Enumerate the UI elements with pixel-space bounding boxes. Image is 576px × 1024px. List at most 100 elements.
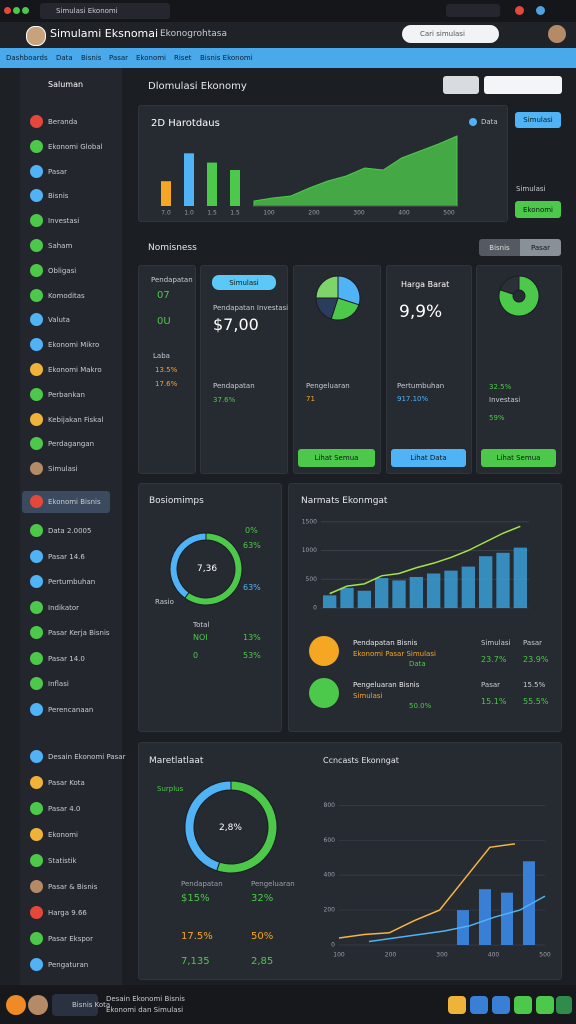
panel: Maretlatlaat Surplus 2,8% Pendapatan Peng… — [138, 742, 562, 980]
sidebar-item[interactable]: Pasar & Bisnis — [48, 883, 98, 891]
sidebar-item[interactable]: Statistik — [48, 857, 77, 865]
browser-bar: Simulasi Ekonomi — [0, 0, 576, 22]
y-tick-label: 500 — [306, 576, 318, 583]
item-icon — [30, 524, 43, 537]
nav-tab[interactable]: Bisnis Ekonomi — [200, 54, 253, 62]
sidebar-item[interactable]: Data 2.0005 — [48, 527, 92, 535]
sidebar-item[interactable]: Valuta — [48, 316, 70, 325]
menu-button[interactable] — [443, 76, 479, 94]
sidebar-item[interactable]: Perencanaan — [48, 705, 94, 714]
bar — [427, 573, 441, 608]
input[interactable] — [484, 76, 562, 94]
sidebar-item[interactable]: Desain Ekonomi Pasar — [48, 753, 126, 761]
card-label: Investasi — [489, 396, 521, 404]
sidebar-item[interactable]: Harga 9.66 — [48, 909, 87, 917]
sidebar-item[interactable]: Perdagangan — [48, 440, 95, 449]
sidebar-item[interactable]: Pasar — [48, 167, 68, 176]
sidebar-item[interactable]: Pasar 14.6 — [48, 552, 85, 561]
sidebar-item[interactable]: Pengaturan — [48, 961, 89, 969]
pie-chart — [315, 275, 361, 321]
sidebar-item[interactable]: Pasar 14.0 — [48, 654, 85, 663]
area — [253, 135, 458, 207]
donut-center: 7,36 — [197, 564, 218, 574]
nav-tab[interactable]: Data — [56, 54, 73, 62]
slice — [169, 532, 207, 599]
panel-title: Maretlatlaat — [149, 756, 204, 766]
bar — [357, 590, 371, 608]
sidebar-item[interactable]: Komoditas — [48, 291, 85, 300]
value: 0 — [193, 651, 199, 660]
bar — [392, 580, 406, 608]
task-info: Ekonomi dan Simulasi — [106, 1006, 184, 1014]
sidebar-item[interactable]: Pasar Kerja Bisnis — [48, 629, 110, 637]
sidebar-item[interactable]: Pasar Kota — [48, 779, 85, 787]
card-button[interactable]: Lihat Semua — [298, 449, 375, 467]
label: Rasio — [155, 598, 174, 606]
card-big: $7,00 — [213, 315, 259, 334]
section-title: Nomisness — [148, 243, 197, 253]
sidebar-item[interactable]: Pertumbuhan — [48, 578, 96, 586]
x-tick-label: 300 — [436, 952, 448, 959]
slice — [184, 780, 232, 872]
nav-tab[interactable]: Ekonomi — [136, 54, 166, 62]
app-chip[interactable] — [52, 994, 98, 1016]
active-item — [22, 491, 110, 513]
sidebar-item[interactable]: Saham — [48, 242, 73, 250]
stat: 7,135 — [181, 956, 210, 967]
card-button[interactable]: Lihat Semua — [481, 449, 556, 467]
x-tick-label: 1.5 — [230, 210, 240, 217]
sidebar-item[interactable]: Bisnis — [48, 192, 69, 201]
sidebar-item[interactable]: Beranda — [48, 118, 78, 126]
sidebar-item[interactable]: Ekonomi Bisnis — [48, 498, 101, 506]
sidebar-item[interactable]: Pasar Ekspor — [48, 935, 93, 943]
taskbar: Bisnis Kota Desain Ekonomi Bisnis Ekonom… — [0, 985, 576, 1024]
toggle[interactable]: Pasar — [520, 239, 561, 256]
search[interactable] — [402, 25, 499, 43]
nav-tab[interactable]: Pasar — [109, 54, 129, 62]
sidebar-item[interactable]: Kebijakan Fiskal — [48, 415, 104, 424]
card-value: 0U — [157, 316, 171, 327]
nav-tab[interactable]: Bisnis — [81, 54, 102, 62]
item-icon — [30, 363, 43, 376]
app-header: Simulami Eksnomai Ekonogrohtasa Cari sim… — [0, 22, 576, 48]
sidebar-title: Saluman — [48, 80, 84, 89]
sidebar-item[interactable]: Simulasi — [48, 465, 78, 474]
card-value: 17.6% — [155, 380, 178, 388]
nav-bar: Dashboards Data Bisnis Pasar Ekonomi Riset Bis… — [0, 48, 576, 68]
x-tick-label: 1.0 — [184, 210, 194, 217]
x-tick-label: 500 — [443, 210, 455, 217]
sidebar-item[interactable]: Investasi — [48, 217, 80, 226]
card-button[interactable]: Lihat Data — [391, 449, 466, 467]
item-icon — [30, 115, 43, 128]
bar — [184, 153, 194, 206]
tab[interactable] — [40, 3, 170, 19]
side-button[interactable]: Ekonomi — [515, 201, 561, 218]
item-icon — [30, 750, 43, 763]
sidebar-item[interactable]: Pasar 4.0 — [48, 805, 81, 813]
nav-tab[interactable]: Riset — [174, 54, 192, 62]
card-label: Pendapatan — [213, 382, 255, 390]
action-button[interactable]: Simulasi — [515, 112, 561, 128]
y-tick-label: 1500 — [302, 518, 317, 525]
value: 0% — [245, 526, 258, 535]
bar — [230, 170, 240, 206]
stat: 2,85 — [251, 956, 274, 967]
toggle[interactable]: Bisnis — [479, 239, 520, 256]
sidebar-item[interactable]: Inflasi — [48, 680, 69, 688]
bar — [523, 861, 535, 945]
sidebar-item[interactable]: Ekonomi Makro — [48, 366, 102, 374]
nav-tab[interactable]: Dashboards — [6, 54, 48, 62]
bar — [409, 576, 423, 608]
donut-chart — [169, 532, 243, 606]
chart: 0 500 1000 1500 — [302, 518, 529, 612]
sidebar-item[interactable]: Indikator — [48, 603, 80, 612]
sidebar-item[interactable]: Ekonomi — [48, 831, 78, 839]
item-icon — [30, 164, 43, 178]
card-button[interactable]: Simulasi — [212, 275, 276, 290]
sidebar-item[interactable]: Ekonomi Global — [48, 142, 103, 151]
sidebar-item[interactable]: Obligasi — [48, 266, 77, 275]
sidebar-item[interactable]: Perbankan — [48, 390, 85, 399]
sidebar-item[interactable]: Ekonomi Mikro — [48, 341, 100, 350]
item-icon — [30, 932, 43, 945]
bar — [207, 162, 217, 206]
